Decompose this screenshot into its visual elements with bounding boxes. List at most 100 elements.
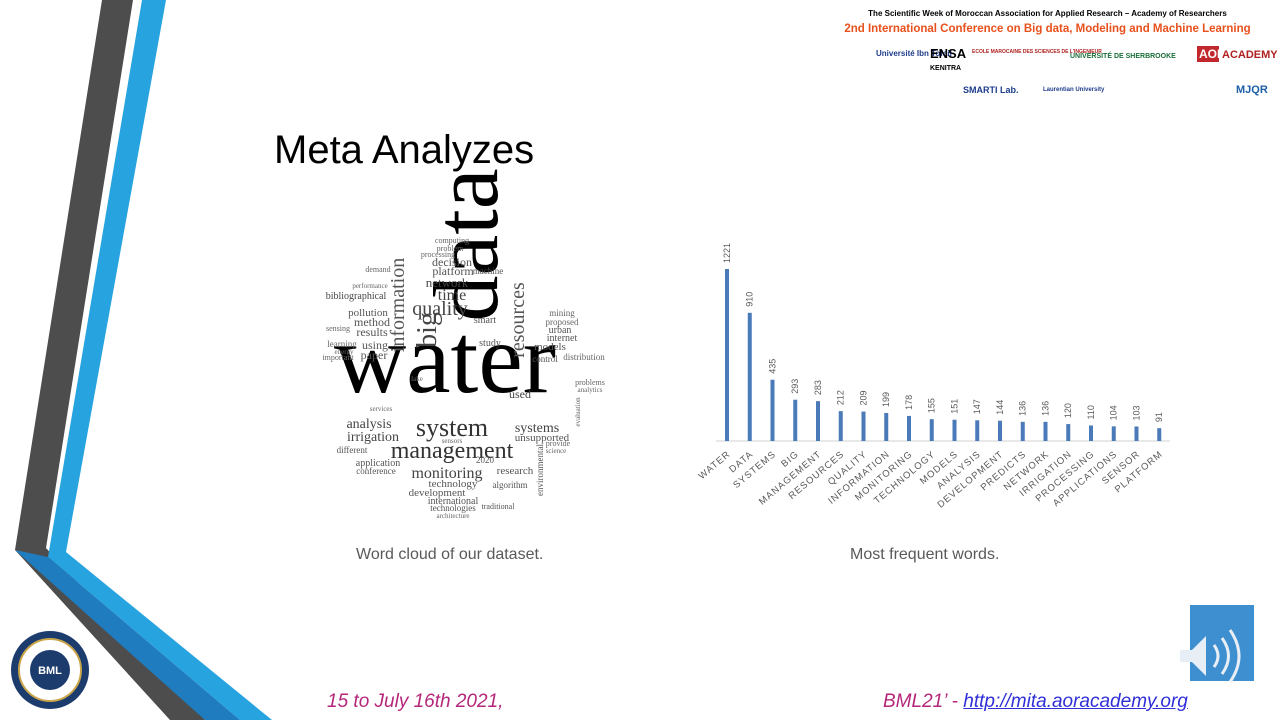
cloud-word: different	[337, 445, 368, 455]
cloud-word: problems	[575, 378, 605, 387]
header-line: The Scientific Week of Moroccan Associat…	[868, 9, 1227, 18]
bar	[1111, 426, 1116, 441]
cloud-word: monitoring	[411, 465, 482, 482]
bar	[747, 312, 752, 441]
logo-text: Laurentian University	[1043, 87, 1105, 93]
cloud-word: sensors	[442, 437, 463, 445]
cloud-word: systems	[515, 421, 559, 436]
value-label: 910	[745, 292, 755, 307]
value-label: 155	[927, 398, 937, 413]
value-label: 144	[995, 400, 1005, 415]
value-label: 151	[950, 399, 960, 414]
value-label: 120	[1063, 403, 1073, 418]
cloud-word: development	[409, 487, 466, 499]
header-conference: 2nd International Conference on Big data…	[844, 23, 1251, 35]
cloud-word: machine	[473, 266, 504, 276]
logo-text: AOR	[1199, 47, 1226, 61]
cloud-word: analysis	[346, 417, 391, 432]
cloud-word: processing	[421, 250, 455, 259]
cloud-word: system	[416, 413, 488, 442]
cloud-word: services	[370, 405, 393, 413]
logo-text: ENSA	[930, 46, 967, 61]
cloud-word: time	[438, 287, 466, 304]
cloud-word: used	[509, 387, 531, 401]
decor-band	[15, 0, 205, 720]
cloud-word: unsupported	[515, 432, 570, 444]
cloud-word: learning	[327, 339, 357, 349]
value-label: 212	[836, 390, 846, 405]
value-label: 199	[881, 392, 891, 407]
cloud-word: proposed	[546, 317, 579, 327]
bar	[884, 412, 889, 441]
value-label: 104	[1109, 405, 1119, 420]
value-label: 293	[790, 379, 800, 394]
bar-chart: 1221WATER910DATA435SYSTEMS293BIG283MANAG…	[697, 243, 1166, 511]
bar	[1066, 424, 1071, 441]
bar	[1020, 421, 1025, 441]
cloud-word: technology	[429, 478, 478, 490]
bar	[952, 419, 957, 441]
cloud-word: smart	[474, 315, 496, 326]
decor-band	[48, 0, 272, 720]
cloud-word: models	[534, 341, 566, 353]
bar	[725, 269, 729, 441]
cloud-word: technologies	[430, 503, 476, 513]
bar	[929, 419, 934, 441]
footer-link[interactable]: http://mita.aoracademy.org	[963, 691, 1188, 712]
cloud-word: sensing	[326, 324, 350, 333]
value-label: 136	[1018, 401, 1028, 416]
bar	[1157, 428, 1162, 441]
logo-text: KENITRA	[930, 65, 961, 72]
slide-title: Meta Analyzes	[274, 128, 535, 172]
cloud-word: traditional	[482, 502, 516, 511]
logo-text: Université Ibn Tofail	[876, 49, 952, 58]
value-label: 178	[904, 395, 914, 410]
bar	[816, 401, 820, 441]
cloud-word: lake	[411, 375, 423, 383]
cloud-word: distribution	[563, 352, 605, 362]
cloud-word: important	[322, 353, 354, 362]
cloud-word: analytics	[578, 386, 603, 394]
value-label: 136	[1041, 401, 1051, 416]
cloud-word: platform	[432, 264, 474, 278]
bar	[793, 399, 798, 441]
cloud-word: mining	[549, 308, 575, 318]
value-label: 1221	[722, 243, 732, 263]
logo-text: SMARTI Lab.	[963, 85, 1019, 95]
cloud-word: pollution	[348, 307, 388, 319]
bar	[770, 379, 775, 441]
cloud-word: performance	[352, 282, 387, 290]
cloud-word: irrigation	[347, 430, 399, 445]
cloud-word: paper	[361, 348, 388, 362]
speaker	[1180, 636, 1206, 676]
bar	[975, 420, 980, 441]
cloud-word: urban	[549, 325, 572, 336]
badge-text: BML	[38, 665, 62, 677]
value-label: 209	[859, 391, 869, 406]
caption: Word cloud of our dataset.	[356, 546, 544, 563]
cloud-word: conference	[356, 466, 395, 476]
cloud-word: internet	[547, 333, 578, 344]
cloud-word: environmental	[535, 444, 545, 496]
value-label: 147	[972, 399, 982, 414]
cloud-word: research	[497, 465, 534, 477]
cloud-word: management	[391, 438, 514, 464]
value-label: 435	[768, 359, 778, 374]
cloud-word: application	[356, 458, 400, 469]
cloud-word: big	[412, 312, 443, 348]
logo-text: UNIVERSITÉ DE SHERBROOKE	[1070, 51, 1176, 60]
bar	[1089, 425, 1093, 441]
cloud-word: science	[546, 447, 567, 455]
cloud-word: water	[334, 303, 556, 414]
sound-waves	[1212, 629, 1241, 683]
bar	[838, 411, 843, 441]
cloud-word: demand	[365, 265, 390, 274]
footer-date: 15 to July 16th 2021,	[327, 691, 504, 712]
cloud-word: 2020	[476, 455, 495, 465]
cloud-word: control	[532, 354, 558, 364]
cloud-word: quality	[412, 298, 468, 320]
cloud-word: algorithm	[493, 480, 528, 490]
